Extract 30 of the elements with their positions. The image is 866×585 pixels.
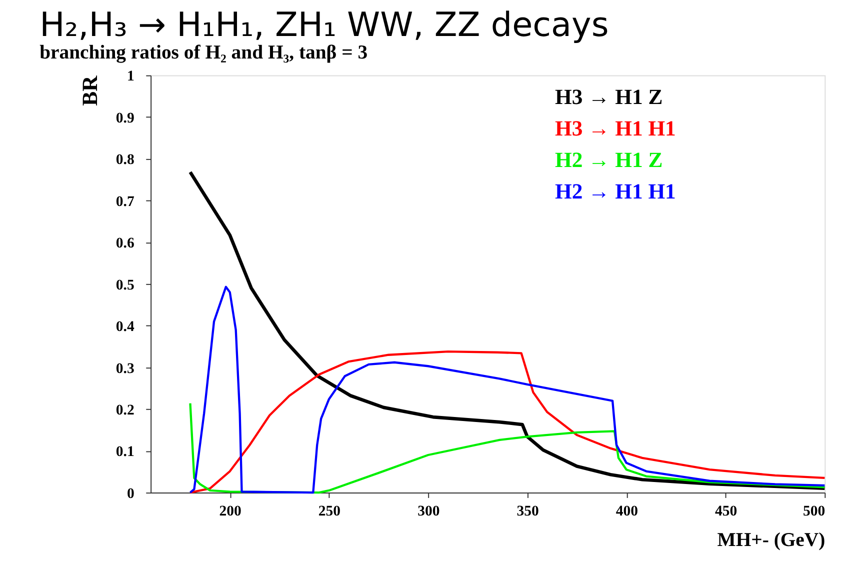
x-tick-label: 200 bbox=[219, 504, 242, 520]
y-tick-label: 0.7 bbox=[116, 194, 135, 210]
line-series bbox=[189, 350, 826, 494]
line-series bbox=[188, 170, 826, 490]
chart-title: H₂,H₃ → H₁H₁, ZH₁ WW, ZZ decays bbox=[40, 4, 609, 44]
y-tick-label: 0.6 bbox=[116, 236, 134, 252]
text: H2 → H1 H1 bbox=[555, 179, 676, 204]
text: H3 → H1 Z bbox=[555, 84, 663, 109]
x-tick-label: 250 bbox=[318, 504, 341, 520]
y-tick-label: 1 bbox=[126, 68, 134, 85]
y-tick-label: 0.8 bbox=[116, 152, 134, 168]
x-axis-title: MH+- (GeV) bbox=[717, 529, 826, 552]
chart-subtitle: branching ratios of H₂ and H₃, tanβ = 3 bbox=[40, 42, 368, 64]
y-tick-label: 0.9 bbox=[116, 110, 134, 126]
y-tick-label: 0.4 bbox=[116, 319, 135, 336]
x-tick-label: 500 bbox=[803, 504, 826, 520]
x-tick-label: 350 bbox=[516, 504, 539, 520]
y-axis-title: BR bbox=[78, 75, 102, 106]
y-tick-label: 0 bbox=[126, 486, 134, 502]
x-tick-label: 400 bbox=[616, 504, 638, 520]
x-tick-label: 450 bbox=[714, 504, 738, 520]
x-tick-label: 300 bbox=[418, 504, 440, 520]
y-tick-label: 0.5 bbox=[116, 277, 134, 294]
line-series bbox=[189, 402, 826, 494]
line-series bbox=[189, 286, 826, 494]
y-tick-label: 0.3 bbox=[116, 360, 134, 377]
text: H2 → H1 Z bbox=[555, 148, 663, 172]
text: H3 → H1 H1 bbox=[555, 116, 676, 140]
y-tick-label: 0.2 bbox=[116, 402, 134, 419]
y-tick-label: 0.1 bbox=[116, 444, 134, 460]
